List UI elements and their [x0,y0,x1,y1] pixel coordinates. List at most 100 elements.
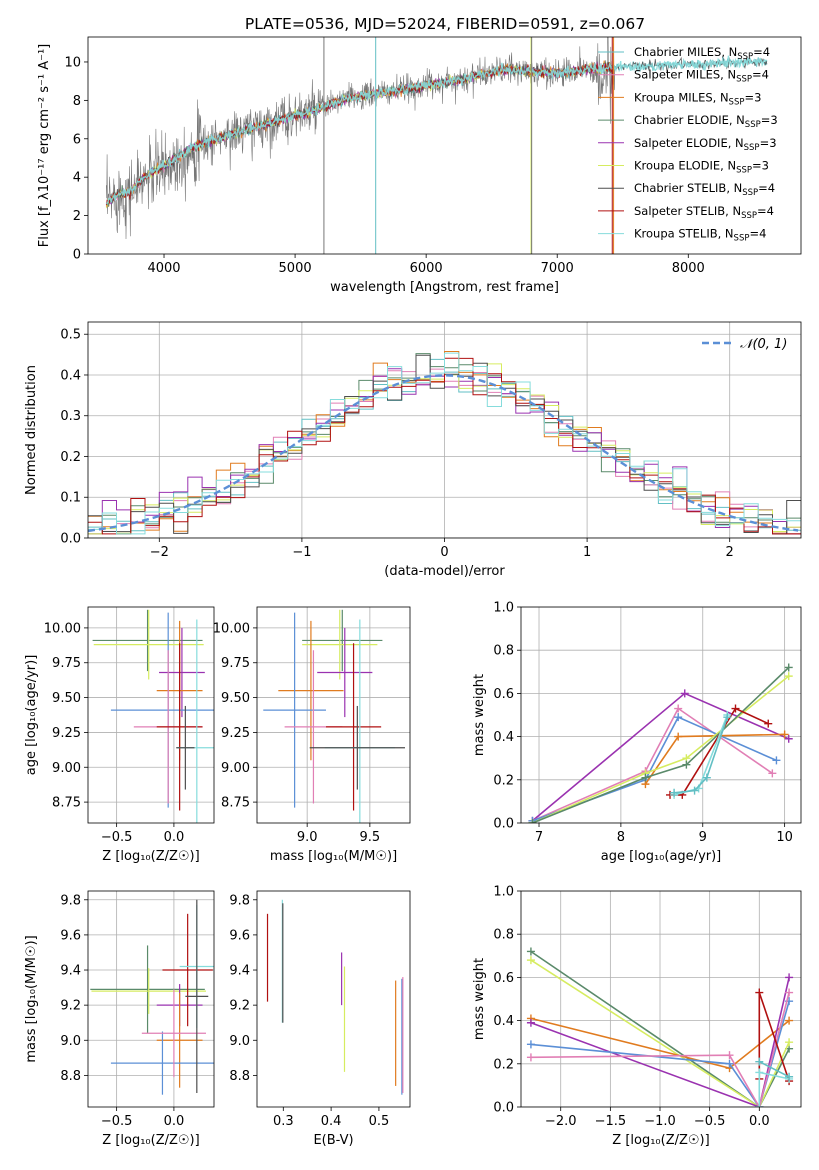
errorbar-point [91,968,206,1014]
errorbar-point [92,609,203,672]
series-marker [784,672,793,681]
y-tick-label: 8.75 [52,796,81,811]
plot-frame [520,890,802,1108]
y-tick-label: 0.3 [60,409,81,424]
y-tick-label: 0.4 [60,368,81,383]
series-marker [674,713,683,722]
x-tick-label: 5000 [279,261,312,276]
x-axis-label: mass [log₁₀(M/M☉)] [270,849,397,864]
x-tick-label: 7000 [541,261,574,276]
errorbar-point [110,1031,214,1095]
series-marker [768,769,777,778]
y-tick-label: 0.6 [493,687,514,702]
errorbar-point [185,899,209,1093]
series-marker [764,719,773,728]
series-marker [702,773,711,782]
y-tick-label: 0.2 [493,773,514,788]
model-spectrum-1 [105,63,613,208]
y-tick-label: 0.4 [493,1014,514,1029]
y-tick-label: 9.00 [221,761,250,776]
plot-frame [87,890,215,1108]
panel-massweight_vs_age: 7 8 9 10 0.0 0.2 0.4 0.6 0.8 1.0 age [log₁₀(age/yr… [472,601,802,864]
x-tick-label: 0 [440,545,448,560]
y-tick-label: 0.4 [493,730,514,745]
y-tick-label: 9.75 [52,656,81,671]
x-tick-label: −2.0 [545,1114,577,1129]
legend-entry: Kroupa MILES, NSSP=3 [634,90,761,107]
errorbar-point [162,913,213,1027]
series-marker [690,786,699,795]
y-tick-label: 8 [73,94,81,109]
legend: Chabrier MILES, NSSP=4 Salpeter MILES, NS… [598,45,778,244]
y-tick-label: 10 [64,55,81,70]
x-tick-label: −0.5 [101,830,133,845]
series-marker [785,1038,794,1047]
y-axis-label: Normed distribution [24,365,39,495]
panel-mass_vs_EBV: 0.3 0.4 0.5 8.8 9.0 9.2 9.4 9.6 9.8 E(B-V) [229,890,411,1148]
series-marker [772,756,781,765]
errorbar-point [176,705,195,790]
panel-residuals: −2 −1 0 1 2 0.0 0.1 0.2 0.3 0.4 0.5 (data-model)/er… [24,321,802,579]
panel-age_vs_mass: 9.0 9.5 8.75 9.00 9.25 9.50 9.75 10.00 mass [log… [213,606,411,864]
series-line-5 [532,666,790,823]
x-tick-label: 9.5 [360,830,381,845]
y-tick-label: 0.0 [493,817,514,832]
errorbar-point [302,609,383,672]
series-marker [526,1053,535,1062]
y-tick-label: 0 [73,248,81,263]
y-tick-label: 9.2 [229,999,250,1014]
y-tick-label: 9.6 [229,928,250,943]
gaussian-curve [88,374,799,533]
series-line-1 [530,959,790,1107]
x-tick-label: −2 [150,545,169,560]
series-marker [785,1072,794,1081]
y-tick-label: 9.75 [221,656,250,671]
x-axis-label: Z [log₁₀(Z/Z☉)] [612,1133,709,1148]
x-tick-label: 0.5 [369,1114,390,1129]
series-marker [528,819,537,823]
errorbar-point [309,705,405,790]
y-tick-label: 9.4 [60,964,81,979]
y-tick-label: 9.2 [60,999,81,1014]
y-tick-label: 1.0 [493,601,514,616]
y-tick-label: 1.0 [493,885,514,900]
y-tick-label: 9.6 [60,928,81,943]
panel-age_vs_Z: −0.5 0.0 8.75 9.00 9.25 9.50 9.75 10.00 Z [log₁₀… [24,606,215,864]
x-tick-label: 8 [617,830,625,845]
series-marker [526,956,535,965]
x-tick-label: 6000 [410,261,443,276]
histogram-8 [88,352,801,535]
series-line-6 [670,707,769,796]
series-marker [784,663,793,672]
y-tick-label: 0.8 [493,644,514,659]
plot-area-massweight_vs_age [521,607,801,823]
y-tick-label: 2 [73,209,81,224]
series-marker [755,1068,764,1077]
legend-entry: Salpeter MILES, NSSP=4 [634,68,769,85]
errorbar-point [159,627,205,718]
series-marker [526,1040,535,1049]
x-axis-label: wavelength [Angstrom, rest frame] [330,280,559,295]
figure-title: PLATE=0536, MJD=52024, FIBERID=0591, z=0… [245,15,645,33]
legend-entry: Kroupa ELODIE, NSSP=3 [634,159,769,176]
y-tick-label: 9.4 [229,964,250,979]
x-tick-label: −1.0 [644,1114,676,1129]
y-tick-label: 8.8 [229,1069,250,1084]
errorbar-point [263,612,326,808]
series-line-6 [758,992,790,1082]
y-tick-label: 0.5 [60,328,81,343]
x-tick-label: −0.5 [101,1114,133,1129]
model-spectrum-5 [105,62,613,209]
plot-frame [256,606,411,824]
x-axis-label: (data-model)/error [384,564,505,579]
x-axis-label: Z [log₁₀(Z/Z☉)] [102,1133,199,1148]
x-tick-label: 1 [583,545,591,560]
y-tick-label: 0.8 [493,928,514,943]
errorbar-point [90,945,205,1034]
y-tick-label: 0.1 [60,491,81,506]
y-tick-label: 4 [73,171,81,186]
series-marker [641,773,650,782]
series-marker [682,760,691,769]
legend-entry: Chabrier STELIB, NSSP=4 [634,181,775,198]
